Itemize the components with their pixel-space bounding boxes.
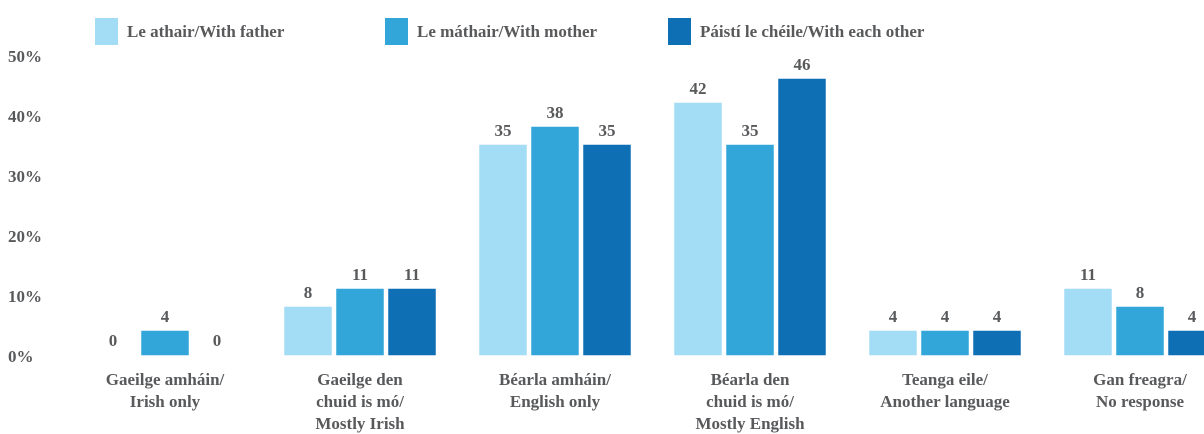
bar [973, 330, 1021, 356]
value-label: 11 [1080, 265, 1096, 284]
legend-swatch [95, 18, 118, 45]
legend-swatch [385, 18, 408, 45]
value-label: 8 [1136, 283, 1145, 302]
x-tick-label: Gaeilge amháin/Irish only [106, 370, 225, 411]
value-label: 4 [993, 307, 1002, 326]
legend-label: Le máthair/With mother [417, 22, 598, 41]
value-label: 35 [742, 121, 759, 140]
value-label: 4 [889, 307, 898, 326]
value-label: 4 [1188, 307, 1197, 326]
y-tick-label: 50% [8, 47, 42, 66]
legend-label: Páistí le chéile/With each other [700, 22, 925, 41]
bar [531, 126, 579, 356]
y-tick-label: 30% [8, 167, 42, 186]
x-tick-label: Gaeilge den chuid is mó/Mostly Irish [315, 370, 405, 433]
bar [778, 78, 826, 356]
bar [1116, 306, 1164, 356]
value-label: 35 [599, 121, 616, 140]
y-tick-label: 40% [8, 107, 42, 126]
bar [284, 306, 332, 356]
x-tick-label: Teanga eile/Another language [880, 370, 1010, 411]
bar [583, 144, 631, 356]
bar [1168, 330, 1204, 356]
bar [674, 102, 722, 356]
x-tick-label: Béarla den chuid is mó/Mostly English [695, 370, 805, 433]
value-label: 4 [941, 307, 950, 326]
value-label: 0 [213, 331, 222, 350]
bar [479, 144, 527, 356]
value-label: 38 [547, 103, 564, 122]
x-tick-label: Gan freagra/No response [1093, 370, 1187, 411]
legend-label: Le athair/With father [127, 22, 285, 41]
bar [141, 330, 189, 356]
bar [336, 288, 384, 356]
y-tick-label: 0% [8, 347, 34, 366]
bar [388, 288, 436, 356]
bar [726, 144, 774, 356]
value-label: 4 [161, 307, 170, 326]
value-label: 0 [109, 331, 118, 350]
bar [921, 330, 969, 356]
x-tick-label: Béarla amháin/English only [499, 370, 611, 411]
legend-swatch [668, 18, 691, 45]
value-label: 11 [352, 265, 368, 284]
value-label: 8 [304, 283, 313, 302]
bar [1064, 288, 1112, 356]
value-label: 35 [495, 121, 512, 140]
bar [869, 330, 917, 356]
value-label: 46 [794, 55, 811, 74]
y-tick-label: 10% [8, 287, 42, 306]
value-label: 11 [404, 265, 420, 284]
value-label: 42 [690, 79, 707, 98]
y-tick-label: 20% [8, 227, 42, 246]
